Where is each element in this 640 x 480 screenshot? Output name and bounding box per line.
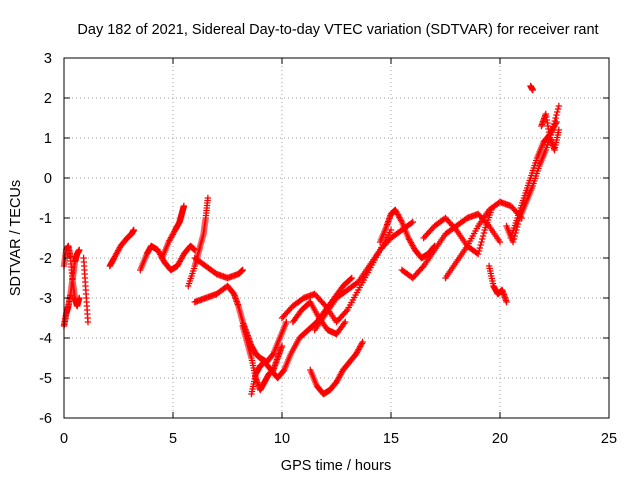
- y-tick-label: -5: [39, 371, 52, 387]
- data-point: [239, 266, 246, 274]
- y-tick-label: 1: [44, 131, 52, 147]
- data-point: [552, 114, 559, 122]
- series-track-t: [485, 262, 510, 306]
- x-tick-label: 20: [492, 431, 508, 447]
- data-point: [76, 294, 83, 302]
- x-tick-label: 10: [274, 431, 290, 447]
- series-track-p: [376, 206, 438, 262]
- series-track-r: [420, 206, 495, 258]
- data-point: [496, 238, 504, 246]
- axis-ticks: [63, 57, 610, 419]
- y-axis-label: SDTVAR / TECUs: [8, 180, 24, 296]
- series-track-m: [307, 338, 366, 398]
- data-point: [555, 102, 563, 110]
- data-point: [348, 274, 355, 282]
- data-point: [479, 232, 487, 240]
- plot-frame: [63, 57, 610, 419]
- x-tick-label: 25: [601, 431, 617, 447]
- data-point: [503, 298, 510, 306]
- y-tick-label: -2: [39, 251, 52, 267]
- data-point: [529, 86, 536, 94]
- series-track-l: [278, 226, 395, 326]
- series-track-e: [137, 242, 198, 274]
- series-track-c: [80, 254, 92, 326]
- data-point: [283, 318, 290, 326]
- data-point: [509, 238, 517, 246]
- x-tick-label: 0: [60, 431, 68, 447]
- x-axis-label: GPS time / hours: [281, 458, 391, 474]
- x-tick-label: 15: [383, 431, 399, 447]
- data-points: [60, 82, 563, 398]
- series-track-w: [538, 110, 563, 154]
- y-tick-label: -3: [39, 291, 52, 307]
- y-tick-label: 2: [44, 91, 52, 107]
- data-point: [553, 111, 560, 119]
- y-tick-label: -1: [39, 211, 52, 227]
- series-track-o: [311, 218, 416, 334]
- data-point: [480, 229, 488, 237]
- y-tick-label: -4: [39, 331, 52, 347]
- data-point: [342, 318, 349, 326]
- data-point: [553, 118, 560, 126]
- data-point: [477, 241, 484, 249]
- x-tick-labels: 0 5 10 15 20 25: [60, 431, 617, 447]
- data-point: [84, 318, 92, 326]
- series-track-h: [191, 254, 246, 282]
- data-point: [278, 342, 286, 350]
- data-point: [130, 226, 137, 234]
- data-point: [555, 126, 563, 134]
- grid: [64, 58, 609, 418]
- data-point: [554, 105, 562, 113]
- x-tick-label: 5: [169, 431, 177, 447]
- data-point: [408, 219, 415, 227]
- data-point: [347, 275, 354, 283]
- data-point: [554, 108, 561, 116]
- data-point: [476, 244, 484, 252]
- chart-title: Day 182 of 2021, Sidereal Day-to-day VTE…: [77, 22, 598, 38]
- data-point: [387, 226, 395, 234]
- data-point: [479, 235, 486, 243]
- series-track-i: [191, 282, 290, 366]
- data-point: [475, 247, 483, 255]
- series-track-f: [185, 194, 212, 290]
- series-track-n: [289, 298, 349, 338]
- data-point: [204, 194, 212, 202]
- y-tick-label: -6: [39, 411, 52, 427]
- y-tick-label: 3: [44, 51, 52, 67]
- data-point: [510, 235, 518, 243]
- data-point: [478, 238, 485, 246]
- data-point: [76, 246, 83, 254]
- y-tick-labels: -6 -5 -4 -3 -2 -1 0 1 2 3: [39, 51, 52, 427]
- data-point: [475, 250, 482, 258]
- series-track-x: [527, 82, 536, 94]
- data-point: [409, 218, 416, 226]
- data-point: [359, 338, 366, 346]
- y-tick-label: 0: [44, 171, 52, 187]
- series-track-d: [106, 226, 137, 270]
- series-track-g: [158, 202, 188, 262]
- data-point: [180, 202, 188, 210]
